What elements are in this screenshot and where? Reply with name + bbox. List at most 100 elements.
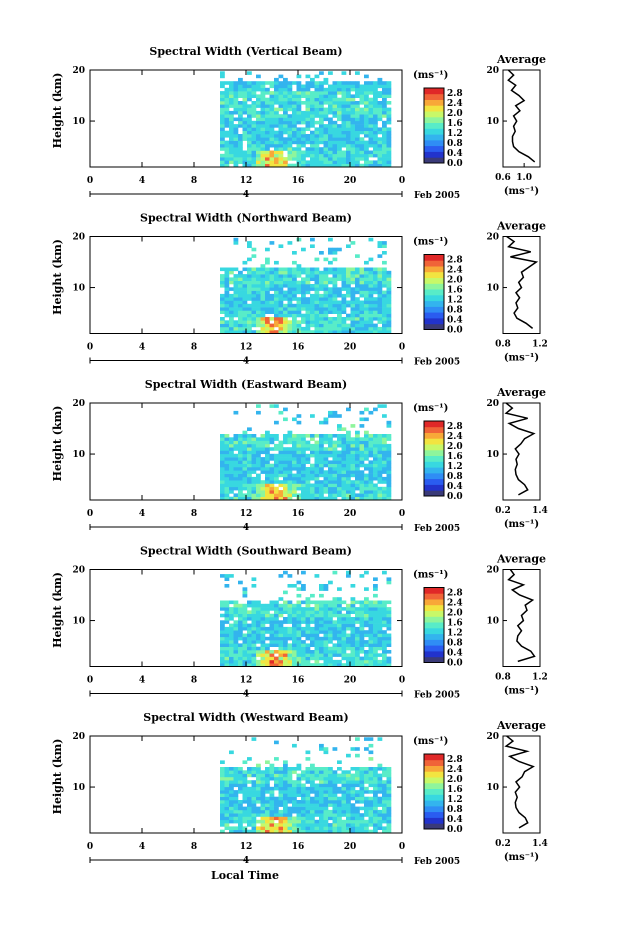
heatmap-cell bbox=[296, 313, 302, 318]
heatmap-cell bbox=[346, 277, 351, 281]
heatmap-cell bbox=[292, 486, 297, 491]
heatmap-cell bbox=[224, 280, 230, 285]
heatmap-cell bbox=[292, 653, 297, 657]
heatmap-cell bbox=[346, 819, 351, 824]
colorbar-swatch bbox=[424, 254, 444, 261]
heatmap-cell bbox=[260, 140, 266, 145]
heatmap-cell bbox=[296, 87, 302, 92]
heatmap-cell bbox=[220, 284, 225, 288]
heatmap-cell bbox=[364, 826, 369, 830]
heatmap-cell bbox=[224, 633, 230, 638]
heatmap-cell bbox=[314, 310, 320, 314]
heatmap-cell bbox=[242, 91, 248, 95]
heatmap-cell bbox=[224, 643, 230, 647]
heatmap-cell bbox=[220, 607, 225, 611]
colorbar-swatch bbox=[424, 277, 444, 284]
heatmap-cell bbox=[224, 816, 230, 821]
heatmap-cell bbox=[229, 476, 234, 481]
heatmap-cell bbox=[314, 87, 320, 92]
heatmap-cell bbox=[247, 313, 252, 318]
heatmap-cell bbox=[247, 786, 252, 791]
heatmap-cell bbox=[220, 130, 225, 135]
heatmap-cell bbox=[224, 790, 230, 794]
heatmap-cell bbox=[364, 434, 369, 438]
heatmap-cell bbox=[310, 270, 315, 275]
heatmap-cell bbox=[301, 297, 306, 301]
heatmap-cell bbox=[292, 476, 297, 481]
heatmap-cell bbox=[314, 773, 320, 778]
heatmap-cell bbox=[386, 326, 392, 331]
heatmap-cell bbox=[337, 493, 342, 497]
heatmap-cell bbox=[386, 434, 392, 438]
x-tick-label: 4 bbox=[139, 343, 145, 353]
heatmap-cell bbox=[256, 313, 261, 318]
heatmap-cell bbox=[283, 317, 288, 321]
heatmap-cell bbox=[274, 84, 279, 89]
heatmap-cell bbox=[224, 150, 230, 155]
heatmap-cell bbox=[323, 323, 329, 328]
heatmap-cell bbox=[229, 280, 234, 285]
heatmap-cell bbox=[283, 127, 288, 131]
heatmap-cell bbox=[332, 633, 338, 638]
heatmap-cell bbox=[328, 626, 333, 631]
heatmap-cell bbox=[310, 490, 315, 494]
heatmap-cell bbox=[310, 776, 315, 781]
heatmap-cell bbox=[341, 143, 347, 148]
heatmap-cell bbox=[337, 140, 342, 145]
heatmap-cell bbox=[328, 137, 333, 141]
heatmap-cell bbox=[233, 97, 239, 102]
profile-unit: (ms⁻¹) bbox=[504, 353, 539, 364]
heatmap-cell bbox=[368, 626, 374, 631]
heatmap-cell bbox=[260, 607, 266, 611]
heatmap-cell bbox=[368, 659, 374, 664]
heatmap-cell bbox=[328, 780, 333, 784]
heatmap-cell bbox=[377, 809, 383, 814]
heatmap-cell bbox=[220, 300, 225, 305]
heatmap-cell bbox=[296, 450, 302, 455]
heatmap-cell bbox=[350, 320, 356, 324]
heatmap-cell bbox=[265, 434, 270, 438]
heatmap-cell bbox=[305, 280, 311, 285]
heatmap-cell bbox=[337, 293, 342, 298]
heatmap-cell bbox=[238, 770, 243, 774]
heatmap-cell bbox=[220, 147, 225, 151]
heatmap-cell bbox=[350, 81, 356, 85]
heatmap-cell bbox=[386, 437, 392, 441]
heatmap-cell bbox=[247, 303, 252, 308]
heatmap-cell bbox=[332, 463, 338, 468]
heatmap-cell bbox=[278, 816, 284, 821]
heatmap-cell bbox=[287, 91, 293, 95]
heatmap-cell bbox=[337, 137, 342, 141]
heatmap-cell bbox=[355, 823, 360, 827]
heatmap-cell bbox=[328, 467, 333, 471]
heatmap-cell bbox=[229, 157, 234, 161]
heatmap-cell bbox=[355, 267, 360, 272]
heatmap-cell bbox=[269, 143, 275, 148]
heatmap-cell bbox=[238, 620, 243, 624]
y-tick-label: 10 bbox=[72, 450, 85, 460]
heatmap-cell bbox=[359, 633, 365, 638]
height-axis-label: Height (km) bbox=[51, 73, 64, 149]
heatmap-cell bbox=[364, 813, 369, 817]
heatmap-cell bbox=[386, 650, 392, 654]
heatmap-cell bbox=[341, 140, 347, 145]
heatmap-cell bbox=[377, 617, 383, 621]
heatmap-cell bbox=[238, 803, 243, 807]
heatmap-cell bbox=[373, 140, 378, 145]
heatmap-cell bbox=[287, 656, 293, 661]
heatmap-cell bbox=[278, 290, 284, 295]
heatmap-cell bbox=[224, 776, 230, 781]
heatmap-cell bbox=[296, 330, 302, 334]
heatmap-cell bbox=[260, 310, 266, 314]
heatmap-cell bbox=[260, 800, 266, 804]
heatmap-cell bbox=[368, 303, 374, 308]
heatmap-cell bbox=[242, 330, 248, 334]
heatmap-cell bbox=[242, 101, 248, 105]
heatmap-cell bbox=[328, 790, 333, 794]
heatmap-cell bbox=[247, 443, 252, 448]
heatmap-cell bbox=[238, 317, 243, 321]
heatmap-cell bbox=[368, 330, 374, 334]
heatmap-cell bbox=[305, 826, 311, 830]
heatmap-cell bbox=[328, 300, 333, 305]
heatmap-cell bbox=[251, 486, 257, 491]
